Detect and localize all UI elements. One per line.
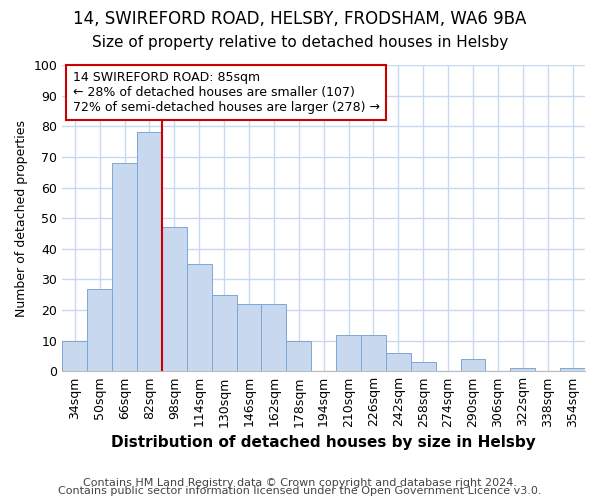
Y-axis label: Number of detached properties: Number of detached properties	[15, 120, 28, 316]
Bar	[137, 132, 162, 372]
Bar	[386, 353, 411, 372]
Bar	[212, 294, 236, 372]
Bar	[112, 163, 137, 372]
Bar	[187, 264, 212, 372]
Bar	[286, 340, 311, 372]
Bar	[336, 334, 361, 372]
X-axis label: Distribution of detached houses by size in Helsby: Distribution of detached houses by size …	[111, 435, 536, 450]
Bar	[411, 362, 436, 372]
Bar	[361, 334, 386, 372]
Text: Contains HM Land Registry data © Crown copyright and database right 2024.: Contains HM Land Registry data © Crown c…	[83, 478, 517, 488]
Text: 14, SWIREFORD ROAD, HELSBY, FRODSHAM, WA6 9BA: 14, SWIREFORD ROAD, HELSBY, FRODSHAM, WA…	[73, 10, 527, 28]
Bar	[511, 368, 535, 372]
Bar	[560, 368, 585, 372]
Bar	[236, 304, 262, 372]
Bar	[461, 359, 485, 372]
Bar	[162, 228, 187, 372]
Bar	[262, 304, 286, 372]
Bar	[62, 340, 87, 372]
Text: 14 SWIREFORD ROAD: 85sqm
← 28% of detached houses are smaller (107)
72% of semi-: 14 SWIREFORD ROAD: 85sqm ← 28% of detach…	[73, 71, 380, 114]
Bar	[87, 288, 112, 372]
Text: Size of property relative to detached houses in Helsby: Size of property relative to detached ho…	[92, 35, 508, 50]
Text: Contains public sector information licensed under the Open Government Licence v3: Contains public sector information licen…	[58, 486, 542, 496]
